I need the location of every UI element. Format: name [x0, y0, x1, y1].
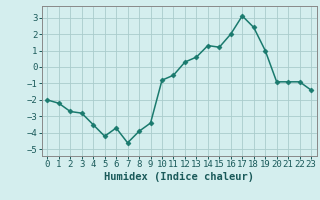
X-axis label: Humidex (Indice chaleur): Humidex (Indice chaleur) — [104, 172, 254, 182]
